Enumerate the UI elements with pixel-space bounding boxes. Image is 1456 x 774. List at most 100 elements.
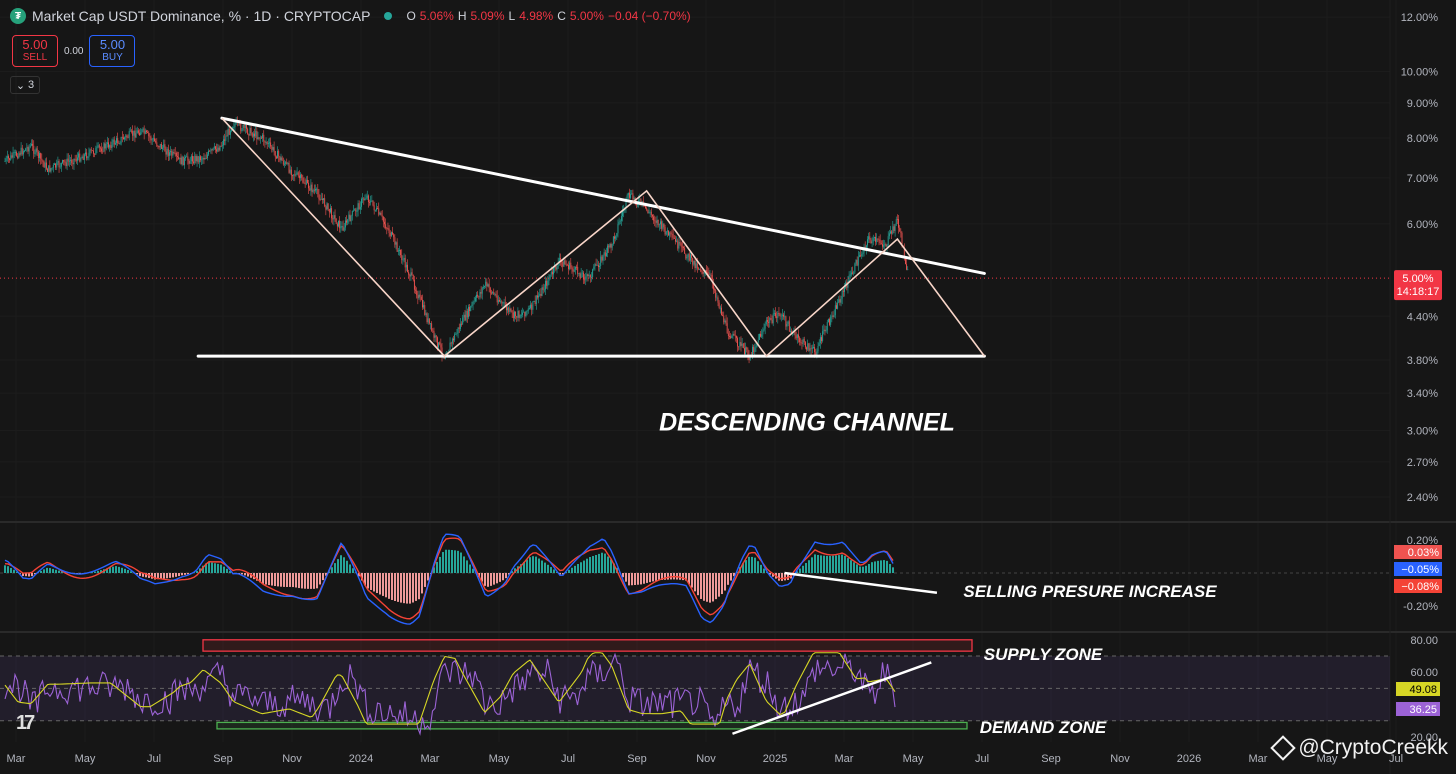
candle-body xyxy=(404,257,406,268)
candle-body xyxy=(196,156,198,162)
candle-body xyxy=(78,153,80,158)
candle-body xyxy=(832,315,834,317)
candle-body xyxy=(788,321,790,332)
candle-body xyxy=(609,243,611,248)
price-axis[interactable]: 12.00% 10.00% 9.00% 8.00% 7.00% 6.00% 4.40% 3.8… xyxy=(1394,12,1442,744)
rsi-zone-label: SUPPLY ZONE xyxy=(984,645,1103,664)
candle-body xyxy=(34,153,36,155)
candle-body xyxy=(730,336,732,338)
macd-histogram-bar xyxy=(499,573,501,582)
symbol-title[interactable]: Market Cap USDT Dominance, % · 1D · CRYP… xyxy=(32,8,371,24)
candle-body xyxy=(261,137,262,139)
candle-body xyxy=(301,174,303,178)
candle-body xyxy=(840,298,842,303)
candle-body xyxy=(692,257,694,265)
candle-body xyxy=(516,316,518,318)
candle-body xyxy=(212,147,214,151)
price-pane[interactable]: DESCENDING CHANNEL xyxy=(0,116,1390,436)
candle-body xyxy=(538,295,540,298)
candle-body xyxy=(772,313,774,324)
candle-body xyxy=(494,294,496,296)
y-tick-label: 6.00% xyxy=(1407,219,1438,231)
tradingview-logo[interactable]: 17 xyxy=(16,712,35,734)
candle-body xyxy=(557,262,559,268)
candle-body xyxy=(527,308,529,311)
macd-histogram-bar xyxy=(385,573,387,598)
candle-body xyxy=(423,305,425,308)
candle-body xyxy=(39,153,40,159)
candle-body xyxy=(152,138,154,140)
candle-body xyxy=(90,149,92,151)
macd-pane[interactable]: SELLING PRESURE INCREASE xyxy=(0,533,1390,625)
sell-button[interactable]: 5.00 SELL xyxy=(12,35,58,67)
candle-body xyxy=(825,330,827,332)
macd-histogram-bar xyxy=(400,573,402,603)
macd-histogram-bar xyxy=(178,573,180,577)
buy-button[interactable]: 5.00 BUY xyxy=(89,35,136,67)
x-tick-label: Nov xyxy=(696,753,716,765)
indicators-toggle[interactable]: ⌄ 3 xyxy=(10,76,40,94)
candle-body xyxy=(579,273,581,278)
time-axis[interactable]: Mar May Jul Sep Nov 2024 Mar May Jul Sep Nov 2025 Ma… xyxy=(7,753,1404,765)
x-tick-label: May xyxy=(1317,753,1338,765)
candle-body xyxy=(80,158,82,162)
candle-body xyxy=(127,137,129,139)
candle-body xyxy=(159,143,161,148)
candle-body xyxy=(539,293,541,296)
candle-body xyxy=(228,128,230,135)
candle-body xyxy=(461,323,462,325)
candle-body xyxy=(663,223,665,228)
macd-histogram-bar xyxy=(139,573,141,577)
candle-body xyxy=(179,157,181,160)
candle-body xyxy=(100,147,101,149)
candle-body xyxy=(266,142,268,144)
candle-body xyxy=(310,184,312,191)
macd-histogram-bar xyxy=(136,573,138,575)
low-label: L xyxy=(508,9,516,23)
candle-body xyxy=(599,265,600,268)
macd-histogram-bar xyxy=(466,560,468,573)
macd-histogram-bar xyxy=(154,573,156,580)
candle-body xyxy=(596,265,598,266)
candle-body xyxy=(156,142,158,146)
candle-body xyxy=(393,234,395,238)
candle-body xyxy=(366,195,368,199)
macd-histogram-bar xyxy=(505,573,507,579)
macd-histogram-bar xyxy=(568,569,570,573)
candle-body xyxy=(753,346,755,353)
candle-body xyxy=(134,130,136,138)
x-tick-label: Mar xyxy=(421,753,440,765)
candle-body xyxy=(532,301,534,310)
candle-body xyxy=(773,313,775,314)
candle-body xyxy=(441,347,443,357)
candle-body xyxy=(256,130,258,140)
x-tick-label: May xyxy=(75,753,96,765)
candle-body xyxy=(126,135,128,138)
candle-body xyxy=(602,254,604,261)
candle-body xyxy=(120,136,122,144)
candle-body xyxy=(537,295,538,298)
macd-histogram-bar xyxy=(610,559,612,573)
macd-histogram-bar xyxy=(742,563,744,573)
rsi-pane[interactable]: SUPPLY ZONE DEMAND ZONE xyxy=(0,639,1390,737)
macd-histogram-bar xyxy=(274,573,276,587)
macd-histogram-bar xyxy=(436,561,438,573)
candle-body xyxy=(584,279,586,281)
candle-body xyxy=(546,280,548,286)
macd-histogram-bar xyxy=(607,556,609,573)
candle-body xyxy=(725,320,727,324)
candle-body xyxy=(587,274,589,277)
candle-body xyxy=(332,218,334,220)
macd-histogram-bar xyxy=(361,573,363,581)
candle-body xyxy=(147,131,149,133)
candle-body xyxy=(903,247,905,258)
candle-body xyxy=(94,153,96,155)
candle-body xyxy=(770,317,772,320)
candle-body xyxy=(907,269,909,270)
candle-body xyxy=(365,198,367,200)
candle-body xyxy=(164,144,166,152)
candle-body xyxy=(146,130,147,132)
candle-body xyxy=(218,147,220,151)
candle-body xyxy=(279,156,281,161)
